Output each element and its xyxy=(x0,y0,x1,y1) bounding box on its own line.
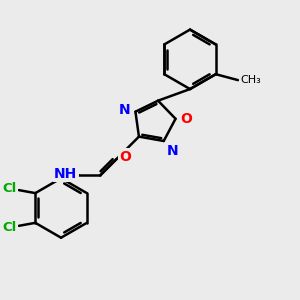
Text: O: O xyxy=(180,112,192,126)
Text: N: N xyxy=(167,144,178,158)
Text: CH₃: CH₃ xyxy=(240,75,261,85)
Text: O: O xyxy=(120,149,131,164)
Text: N: N xyxy=(119,103,131,117)
Text: Cl: Cl xyxy=(2,221,16,234)
Text: Cl: Cl xyxy=(2,182,16,195)
Text: NH: NH xyxy=(54,167,77,181)
